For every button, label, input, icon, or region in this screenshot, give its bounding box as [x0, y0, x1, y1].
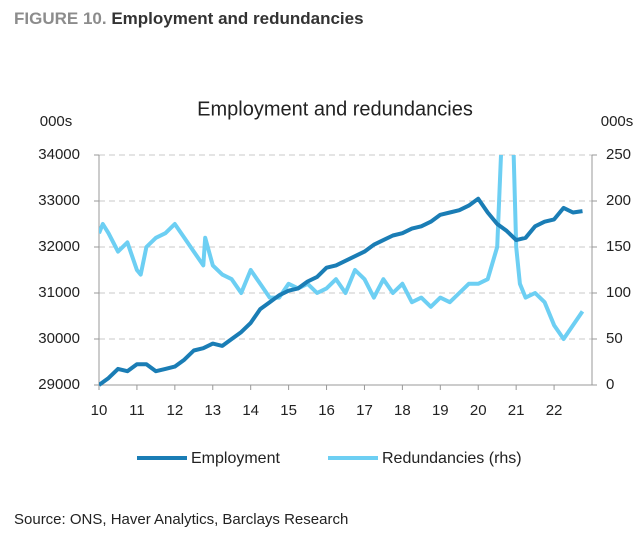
y-tick-label: 34000: [38, 146, 80, 163]
x-tick-label: 12: [167, 402, 184, 419]
data-line: [99, 196, 583, 387]
x-tick-label: 18: [394, 402, 411, 419]
x-tick-label: 10: [91, 402, 108, 419]
y2-tick-label: 150: [606, 238, 631, 255]
y-tick-label: 31000: [38, 284, 80, 301]
y2-tick-label: 200: [606, 192, 631, 209]
x-tick-label: 15: [280, 402, 297, 419]
y2-tick-label: 0: [606, 376, 614, 393]
x-tick-label: 21: [508, 402, 525, 419]
y2-tick-label: 250: [606, 146, 631, 163]
x-tick-label: 17: [356, 402, 373, 419]
figure-label: FIGURE 10.: [14, 9, 107, 28]
figure-title: Employment and redundancies: [111, 9, 363, 28]
y2-tick-label: 100: [606, 284, 631, 301]
x-tick-label: 20: [470, 402, 487, 419]
data-line: [99, 155, 585, 341]
legend-label: Employment: [191, 450, 280, 467]
y2-tick-label: 50: [606, 330, 623, 347]
x-tick-label: 14: [242, 402, 259, 419]
chart-title: Employment and redundancies: [197, 98, 473, 120]
legend-label: Redundancies (rhs): [382, 450, 522, 467]
y-axis-label: 000s: [40, 113, 73, 130]
y-tick-label: 30000: [38, 330, 80, 347]
y-tick-label: 29000: [38, 376, 80, 393]
x-tick-label: 13: [204, 402, 221, 419]
y-tick-label: 32000: [38, 238, 80, 255]
source-note: Source: ONS, Haver Analytics, Barclays R…: [14, 511, 348, 528]
plot-area: [99, 155, 585, 387]
x-tick-label: 11: [129, 402, 145, 419]
x-tick-label: 16: [318, 402, 335, 419]
x-tick-label: 22: [546, 402, 563, 419]
y2-axis-label: 000s: [601, 113, 634, 130]
figure-header: FIGURE 10. Employment and redundancies: [14, 9, 364, 28]
x-tick-label: 19: [432, 402, 449, 419]
y-tick-label: 33000: [38, 192, 80, 209]
